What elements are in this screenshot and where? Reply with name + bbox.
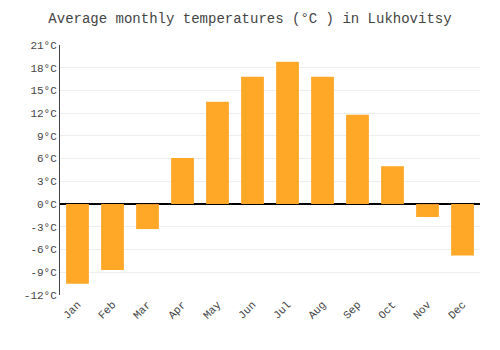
svg-text:-3°C: -3°C [30,222,57,234]
svg-text:Jan: Jan [61,299,83,321]
svg-text:Apr: Apr [166,299,188,321]
svg-text:Nov: Nov [411,299,434,322]
svg-text:-9°C: -9°C [30,267,57,279]
svg-text:0°C: 0°C [37,199,57,211]
svg-text:Feb: Feb [96,299,118,321]
svg-text:6°C: 6°C [37,153,57,165]
svg-text:-6°C: -6°C [30,244,57,256]
svg-text:3°C: 3°C [37,176,57,188]
svg-text:Average monthly temperatures (: Average monthly temperatures (°C ) in Lu… [48,11,451,27]
svg-text:21°C: 21°C [30,40,57,52]
svg-text:Oct: Oct [376,299,398,321]
svg-text:Aug: Aug [306,299,328,321]
svg-text:12°C: 12°C [30,108,57,120]
svg-text:Jul: Jul [271,299,293,321]
svg-text:15°C: 15°C [30,85,57,97]
svg-text:18°C: 18°C [30,63,57,75]
svg-text:Dec: Dec [446,299,468,321]
svg-text:Jun: Jun [236,299,258,321]
svg-text:-12°C: -12°C [24,290,57,302]
svg-text:Sep: Sep [341,299,363,321]
svg-text:9°C: 9°C [37,131,57,143]
svg-text:Mar: Mar [131,299,153,321]
svg-text:May: May [201,299,224,322]
